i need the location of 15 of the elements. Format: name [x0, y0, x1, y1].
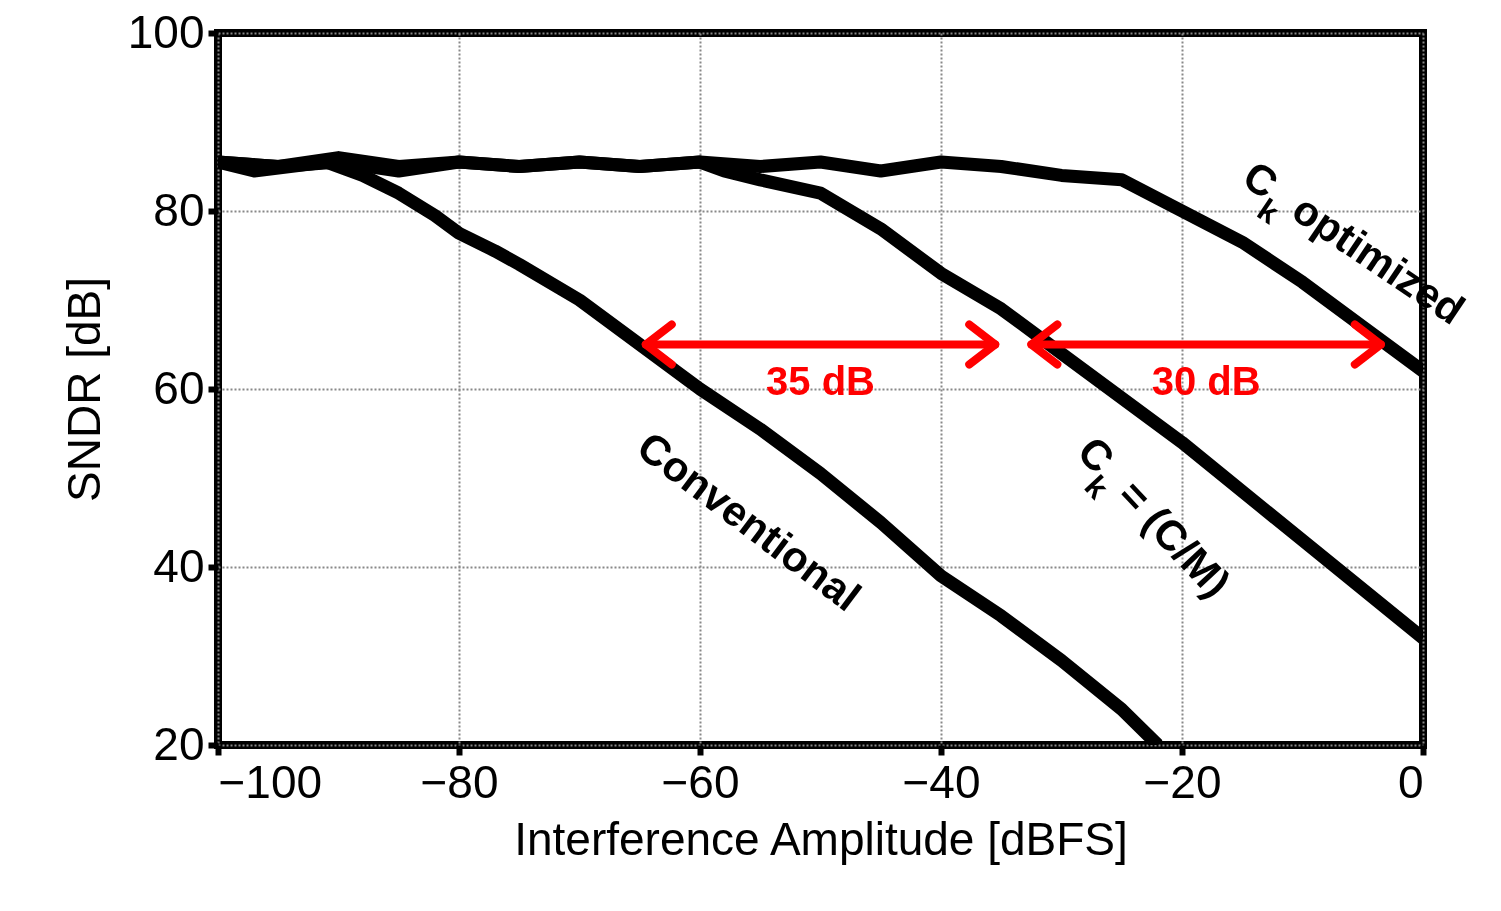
x-tick-label: −40 [902, 755, 981, 808]
annotation: 30 dB [1151, 358, 1261, 403]
y-tick-label: 60 [153, 361, 205, 414]
x-tick-label: −60 [661, 755, 740, 808]
annotation: 35 dB [766, 358, 875, 403]
x-tick-label: 0 [1397, 755, 1424, 808]
y-tick-label: 100 [127, 5, 205, 58]
y-axis-title: SNDR [dB] [57, 277, 110, 502]
x-tick-label: −20 [1143, 755, 1222, 808]
x-tick-label: −80 [420, 755, 499, 808]
x-axis-title: Interference Amplitude [dBFS] [514, 812, 1128, 865]
y-tick-label: 40 [153, 539, 205, 592]
y-tick-label: 80 [153, 183, 205, 236]
y-tick-label: 20 [153, 717, 205, 770]
x-tick-label: −100 [218, 755, 323, 808]
